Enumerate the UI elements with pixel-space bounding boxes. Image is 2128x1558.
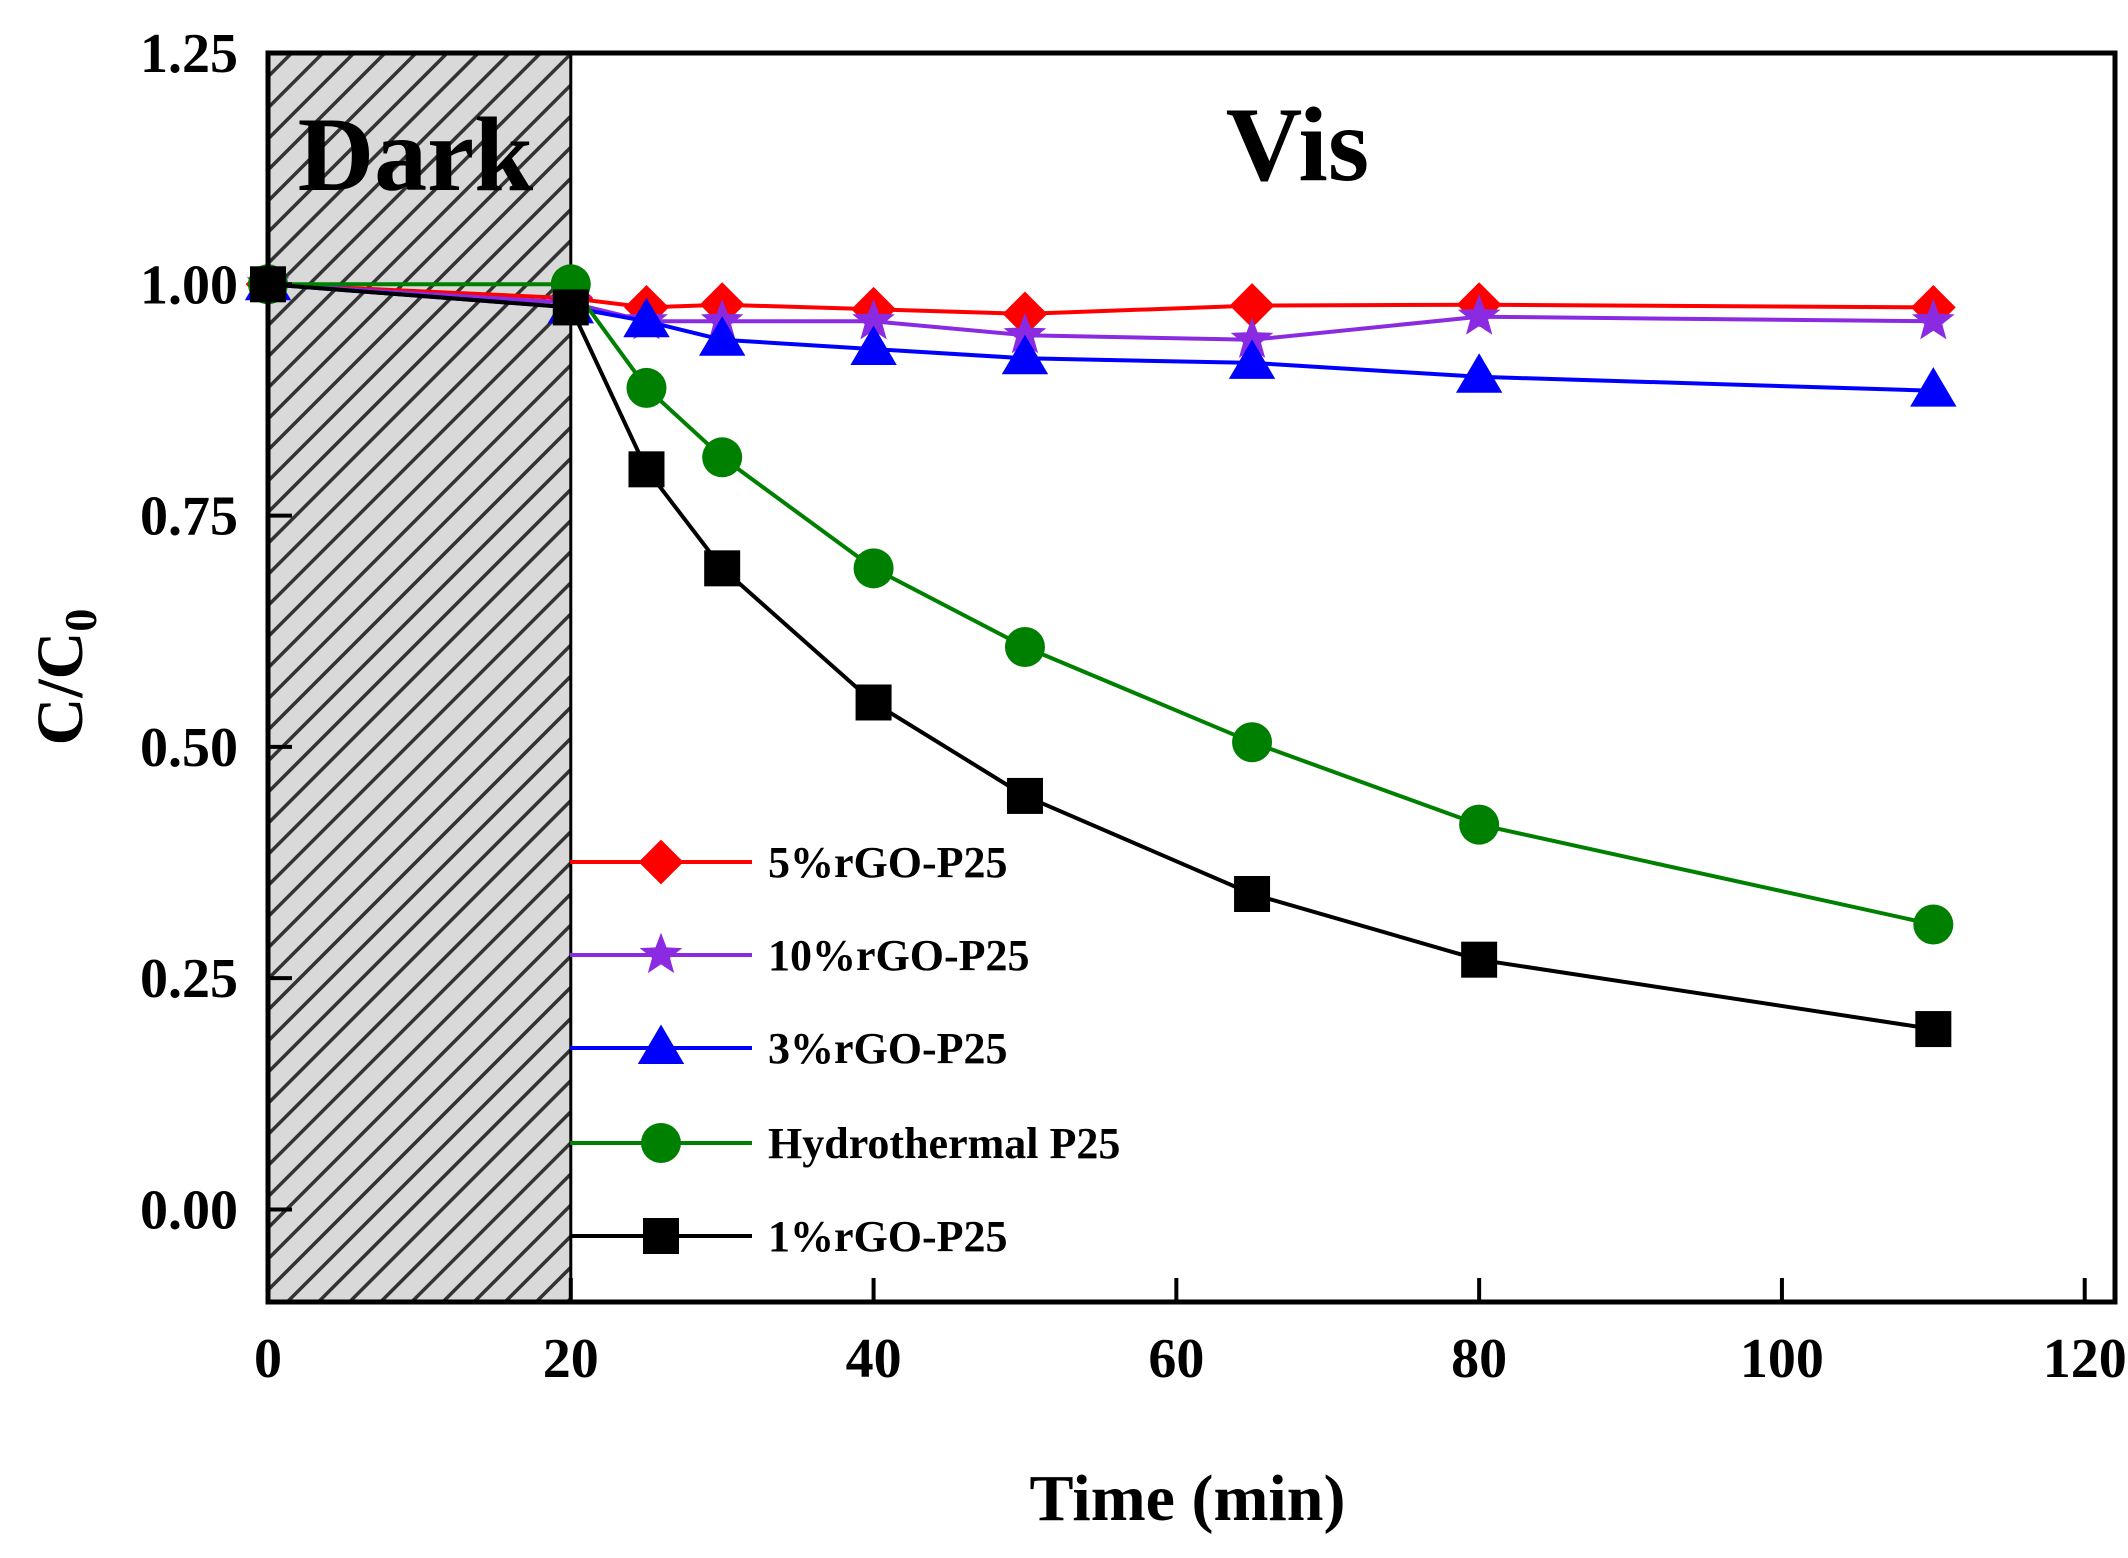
legend-marker-5-rgo-p25 bbox=[638, 839, 684, 885]
data-point-3-rgo-p25 bbox=[1910, 367, 1957, 407]
data-point-3-rgo-p25 bbox=[1455, 353, 1503, 393]
data-point-1-rgo-p25 bbox=[552, 289, 589, 326]
data-point-10-rgo-p25 bbox=[1230, 317, 1274, 358]
x-tick-label: 40 bbox=[846, 1328, 902, 1390]
data-point-hydrothermal-p25 bbox=[853, 548, 894, 589]
data-point-1-rgo-p25 bbox=[1006, 777, 1043, 814]
data-point-10-rgo-p25 bbox=[852, 298, 895, 340]
data-point-1-rgo-p25 bbox=[1234, 875, 1271, 912]
x-axis-title: Time (min) bbox=[1030, 1462, 1346, 1535]
data-point-3-rgo-p25 bbox=[698, 316, 746, 356]
x-tick-label: 60 bbox=[1148, 1328, 1204, 1390]
vis-region-label: Vis bbox=[1226, 86, 1369, 203]
data-point-3-rgo-p25 bbox=[623, 297, 670, 338]
x-tick-label: 20 bbox=[543, 1328, 599, 1390]
y-tick-label: 1.25 bbox=[140, 23, 238, 85]
data-point-1-rgo-p25 bbox=[704, 550, 741, 587]
legend-marker-3-rgo-p25 bbox=[637, 1024, 685, 1064]
legend-marker-1-rgo-p25 bbox=[643, 1218, 679, 1254]
y-axis-title-main: C/C bbox=[24, 632, 97, 746]
dark-region-label: Dark bbox=[298, 96, 534, 213]
legend-label-10-rgo-p25: 10%rGO-P25 bbox=[768, 931, 1030, 980]
legend-label-5-rgo-p25: 5%rGO-P25 bbox=[768, 838, 1008, 887]
data-point-1-rgo-p25 bbox=[628, 451, 665, 488]
data-point-1-rgo-p25 bbox=[1461, 941, 1498, 978]
data-point-hydrothermal-p25 bbox=[626, 367, 667, 408]
x-tick-label: 80 bbox=[1451, 1328, 1507, 1390]
data-point-1-rgo-p25 bbox=[855, 684, 892, 721]
legend-label-hydrothermal-p25: Hydrothermal P25 bbox=[768, 1119, 1120, 1168]
x-tick-label: 0 bbox=[254, 1328, 282, 1390]
legend-marker-10-rgo-p25 bbox=[639, 932, 683, 974]
y-tick-label: 0.75 bbox=[140, 486, 238, 548]
data-point-hydrothermal-p25 bbox=[1459, 804, 1500, 845]
data-point-10-rgo-p25 bbox=[1003, 312, 1047, 354]
data-point-10-rgo-p25 bbox=[1912, 298, 1955, 340]
y-tick-label: 1.00 bbox=[140, 254, 238, 316]
y-axis-title: C/C0 bbox=[24, 609, 106, 746]
data-point-3-rgo-p25 bbox=[1001, 334, 1049, 375]
data-point-hydrothermal-p25 bbox=[702, 437, 743, 478]
plot-frame bbox=[265, 50, 2118, 1305]
dark-region-shading bbox=[266, 51, 573, 1304]
data-point-hydrothermal-p25 bbox=[1232, 722, 1273, 763]
data-point-hydrothermal-p25 bbox=[1004, 626, 1045, 667]
data-point-5-rgo-p25 bbox=[1229, 283, 1275, 328]
data-point-3-rgo-p25 bbox=[1228, 339, 1276, 379]
data-point-1-rgo-p25 bbox=[1915, 1011, 1952, 1048]
data-point-10-rgo-p25 bbox=[1457, 294, 1501, 335]
legend-label-3-rgo-p25: 3%rGO-P25 bbox=[768, 1024, 1008, 1073]
y-tick-label: 0.50 bbox=[140, 717, 238, 779]
y-tick-label: 0.25 bbox=[140, 948, 238, 1010]
data-point-hydrothermal-p25 bbox=[1913, 904, 1954, 945]
x-tick-label: 120 bbox=[2043, 1328, 2127, 1390]
legend-marker-hydrothermal-p25 bbox=[641, 1123, 681, 1163]
legend-label-1-rgo-p25: 1%rGO-P25 bbox=[768, 1212, 1008, 1261]
x-tick-label: 100 bbox=[1740, 1328, 1824, 1390]
y-axis-title-subscript: 0 bbox=[55, 609, 106, 632]
y-tick-label: 0.00 bbox=[140, 1179, 238, 1241]
data-point-3-rgo-p25 bbox=[850, 325, 897, 366]
